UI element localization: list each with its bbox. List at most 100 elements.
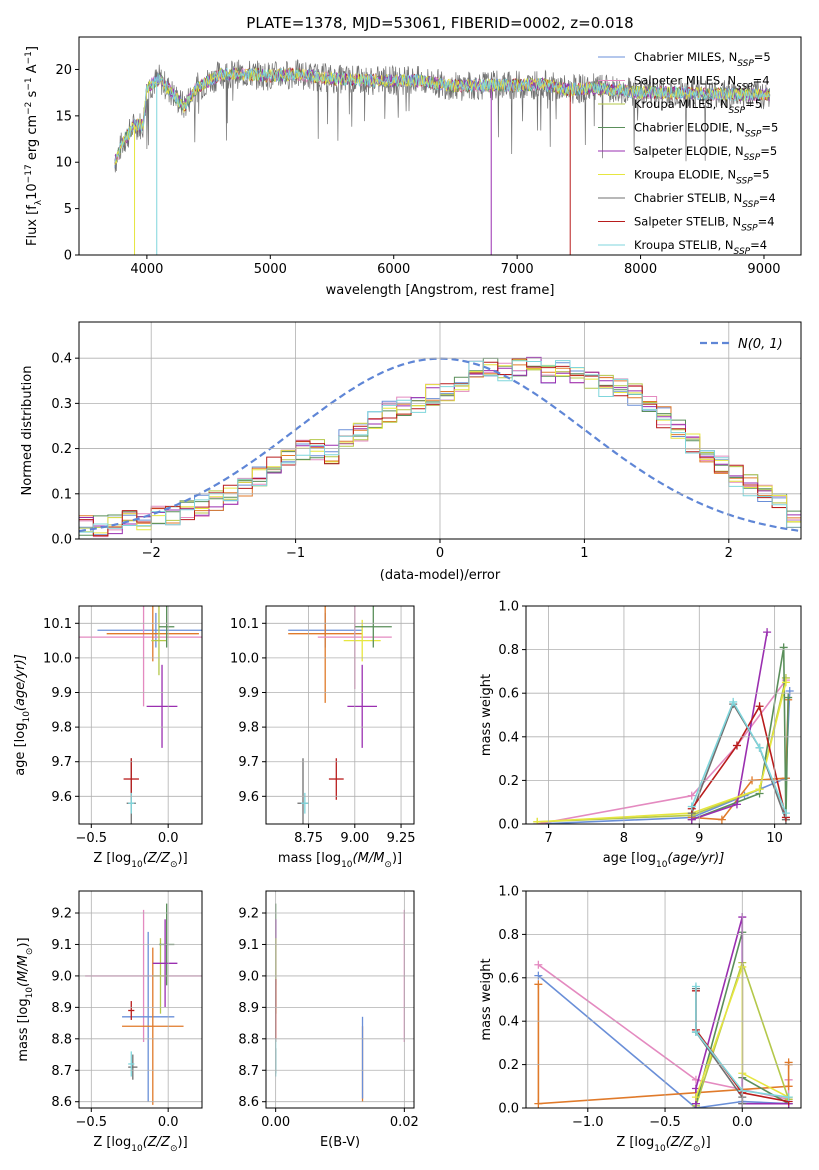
axes-frame [265, 605, 415, 825]
x-tick-label: 6000 [377, 262, 410, 277]
legend-entry: Kroupa MILES, NSSP=5 [634, 97, 762, 116]
y-tick-label: 9.6 [238, 790, 259, 805]
y-axis-label: Flux [fλ10−17 erg cm−2 s−1 A−1] [24, 46, 44, 246]
x-tick-label: −2 [142, 546, 161, 561]
y-tick-label: 8.6 [51, 1095, 72, 1110]
x-tick-label: 0.02 [390, 1115, 419, 1130]
x-tick-label: 5000 [254, 262, 287, 277]
y-axis-label: mass [log10(M/M⊙)] [16, 937, 35, 1061]
y-tick-label: 0.4 [51, 352, 72, 367]
y-tick-label: 0 [64, 249, 72, 264]
panel-age-vs-metallicity: −0.5 0.0 9.6 9.7 9.8 9.9 10.0 10.1 Z [log10(Z/Z⊙… [13, 605, 203, 870]
x-axis-label: Z [log10(Z/Z⊙)] [616, 1135, 710, 1154]
weight-marker [534, 971, 543, 980]
y-tick-label: 0.1 [51, 487, 72, 502]
y-tick-label: 0.2 [51, 442, 72, 457]
errorbar-point [354, 606, 392, 648]
weight-marker [779, 643, 788, 652]
weight-marker [755, 702, 764, 711]
weight-series-kroupa-miles [533, 673, 790, 824]
errorbar-point [158, 606, 175, 648]
y-tick-label: 1.0 [498, 885, 519, 900]
y-tick-label: 8.7 [51, 1064, 72, 1079]
y-tick-label: 0.2 [498, 1058, 519, 1073]
y-axis-label: mass weight [479, 958, 494, 1040]
errorbar-point [288, 606, 363, 703]
normal-curve [79, 357, 799, 533]
y-tick-label: 9.7 [238, 755, 259, 770]
x-tick-label: 4000 [130, 262, 163, 277]
x-tick-label: 9000 [747, 262, 780, 277]
x-tick-label: 0 [436, 546, 444, 561]
spectrum-line-kroupa-stelib [114, 67, 771, 163]
x-axis-label: Z [log10(Z/Z⊙)] [93, 851, 187, 870]
axes-frame [525, 890, 802, 1109]
legend-entry: Kroupa ELODIE, NSSP=5 [634, 168, 770, 187]
weight-marker [534, 1099, 543, 1108]
weight-line [537, 677, 787, 823]
y-tick-label: 8.6 [238, 1095, 259, 1110]
y-tick-label: 10.0 [43, 651, 72, 666]
y-tick-label: 9.9 [238, 686, 259, 701]
x-tick-label: 2 [725, 546, 733, 561]
panel-weight-vs-age: 7 8 9 10 0.0 0.2 0.4 0.6 0.8 1.0 age [log10(age/yr… [479, 600, 802, 870]
panel-weight-vs-metallicity: −1.0 −0.5 0.0 0.0 0.2 0.4 0.6 0.8 1.0 Z [log10(Z/… [479, 885, 802, 1154]
errorbar-point [328, 758, 344, 800]
x-tick-label: 1 [580, 546, 588, 561]
weight-marker [729, 697, 738, 706]
weight-series-orange [534, 980, 793, 1108]
panel-mass-vs-extinction: 0.00 0.02 8.6 8.7 8.8 8.9 9.0 9.1 9.2 E(B-V) [238, 890, 419, 1150]
errorbar-point [343, 619, 381, 662]
x-tick-label: 0.0 [732, 1115, 753, 1130]
x-tick-label: 7 [544, 831, 552, 846]
x-tick-label: 8 [620, 831, 628, 846]
errorbar-point [106, 606, 199, 662]
y-tick-label: 8.8 [238, 1032, 259, 1047]
weight-marker [687, 802, 696, 811]
weight-line [537, 682, 787, 823]
weight-line [537, 679, 787, 824]
weight-line [695, 986, 789, 1098]
x-axis-label: mass [log10(M/M⊙)] [278, 851, 402, 870]
legend-entry: Chabrier ELODIE, NSSP=5 [634, 121, 778, 140]
y-tick-label: 9.0 [51, 969, 72, 984]
axes-frame [78, 890, 203, 1109]
weight-line [537, 690, 791, 824]
y-tick-label: 9.0 [238, 969, 259, 984]
x-tick-label: 8.75 [294, 831, 323, 846]
panel-spectrum: 4000 5000 6000 7000 8000 9000 0 5 10 15 20 waveleng… [24, 36, 802, 298]
plot-area [114, 59, 771, 255]
x-tick-label: −1 [286, 546, 305, 561]
legend-entry: Chabrier STELIB, NSSP=4 [634, 191, 776, 210]
y-axis-label: age [log10(age/yr)] [13, 654, 32, 776]
errorbar-point [128, 1054, 138, 1080]
x-tick-label: −0.5 [76, 831, 108, 846]
x-axis-label: wavelength [Angstrom, rest frame] [326, 283, 555, 298]
x-tick-label: 7000 [501, 262, 534, 277]
weight-marker [691, 1093, 700, 1102]
plot-area [275, 903, 405, 1102]
y-tick-label: 9.8 [51, 721, 72, 736]
y-tick-label: 5 [64, 202, 72, 217]
weight-marker [784, 1058, 793, 1067]
y-tick-label: 0.3 [51, 397, 72, 412]
y-tick-label: 8.7 [238, 1064, 259, 1079]
x-tick-label: 0.0 [158, 831, 179, 846]
errorbar-point [152, 919, 178, 1008]
y-axis-label: mass weight [479, 674, 494, 756]
y-tick-label: 9.6 [51, 790, 72, 805]
y-tick-label: 0.4 [498, 730, 519, 745]
y-tick-label: 9.2 [51, 907, 72, 922]
x-tick-label: −0.5 [76, 1115, 108, 1130]
weight-marker [533, 817, 542, 824]
weight-marker [784, 1093, 793, 1102]
y-tick-label: 9.1 [238, 938, 259, 953]
plot-area [288, 606, 392, 824]
errorbar-point [347, 664, 377, 748]
weight-marker [784, 693, 793, 702]
y-tick-label: 0.6 [498, 971, 519, 986]
y-tick-label: 10.0 [230, 651, 259, 666]
weight-marker [781, 678, 790, 687]
panel-residual-histogram: −2 −1 0 1 2 0.0 0.1 0.2 0.3 0.4 N(0, 1) (data-model… [20, 321, 802, 583]
